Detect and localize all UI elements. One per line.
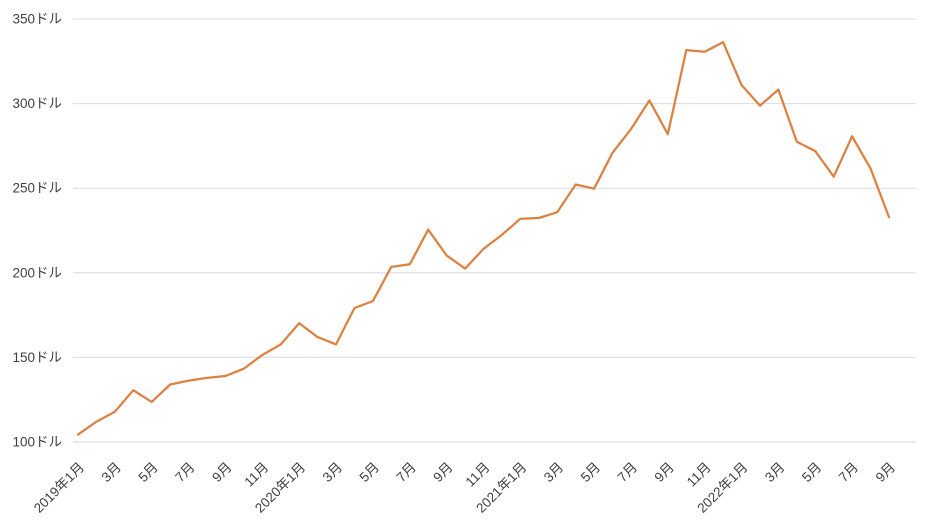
x-tick-label: 11月 xyxy=(684,460,714,490)
y-tick-label: 200ドル xyxy=(12,265,62,280)
x-tick-label: 3月 xyxy=(541,460,566,485)
x-tick-label: 9月 xyxy=(651,460,676,485)
x-tick-label: 2019年1月 xyxy=(31,460,87,516)
y-tick-label: 300ドル xyxy=(12,96,62,111)
x-tick-label: 3月 xyxy=(320,460,345,485)
x-tick-label: 3月 xyxy=(99,460,124,485)
x-tick-label: 5月 xyxy=(799,460,824,485)
x-tick-label: 5月 xyxy=(357,460,382,485)
x-tick-label: 7月 xyxy=(393,460,418,485)
y-tick-label: 100ドル xyxy=(12,435,62,450)
y-gridlines xyxy=(73,18,916,443)
x-tick-label: 9月 xyxy=(430,460,455,485)
price-line-series xyxy=(76,41,891,436)
y-tick-label: 350ドル xyxy=(12,12,62,27)
x-tick-label: 5月 xyxy=(578,460,603,485)
x-tick-label: 9月 xyxy=(209,460,234,485)
x-tick-label: 7月 xyxy=(615,460,640,485)
x-tick-label: 9月 xyxy=(873,460,898,485)
y-axis-tick-labels: 100ドル 150ドル 200ドル 250ドル 300ドル 350ドル xyxy=(12,12,62,450)
y-tick-label: 250ドル xyxy=(12,181,62,196)
x-tick-label: 11月 xyxy=(463,460,493,490)
y-tick-label: 150ドル xyxy=(12,350,62,365)
x-tick-label: 3月 xyxy=(762,460,787,485)
x-tick-label: 7月 xyxy=(172,460,197,485)
x-tick-label: 5月 xyxy=(135,460,160,485)
x-tick-label: 7月 xyxy=(836,460,861,485)
x-tick-label: 11月 xyxy=(241,460,271,490)
